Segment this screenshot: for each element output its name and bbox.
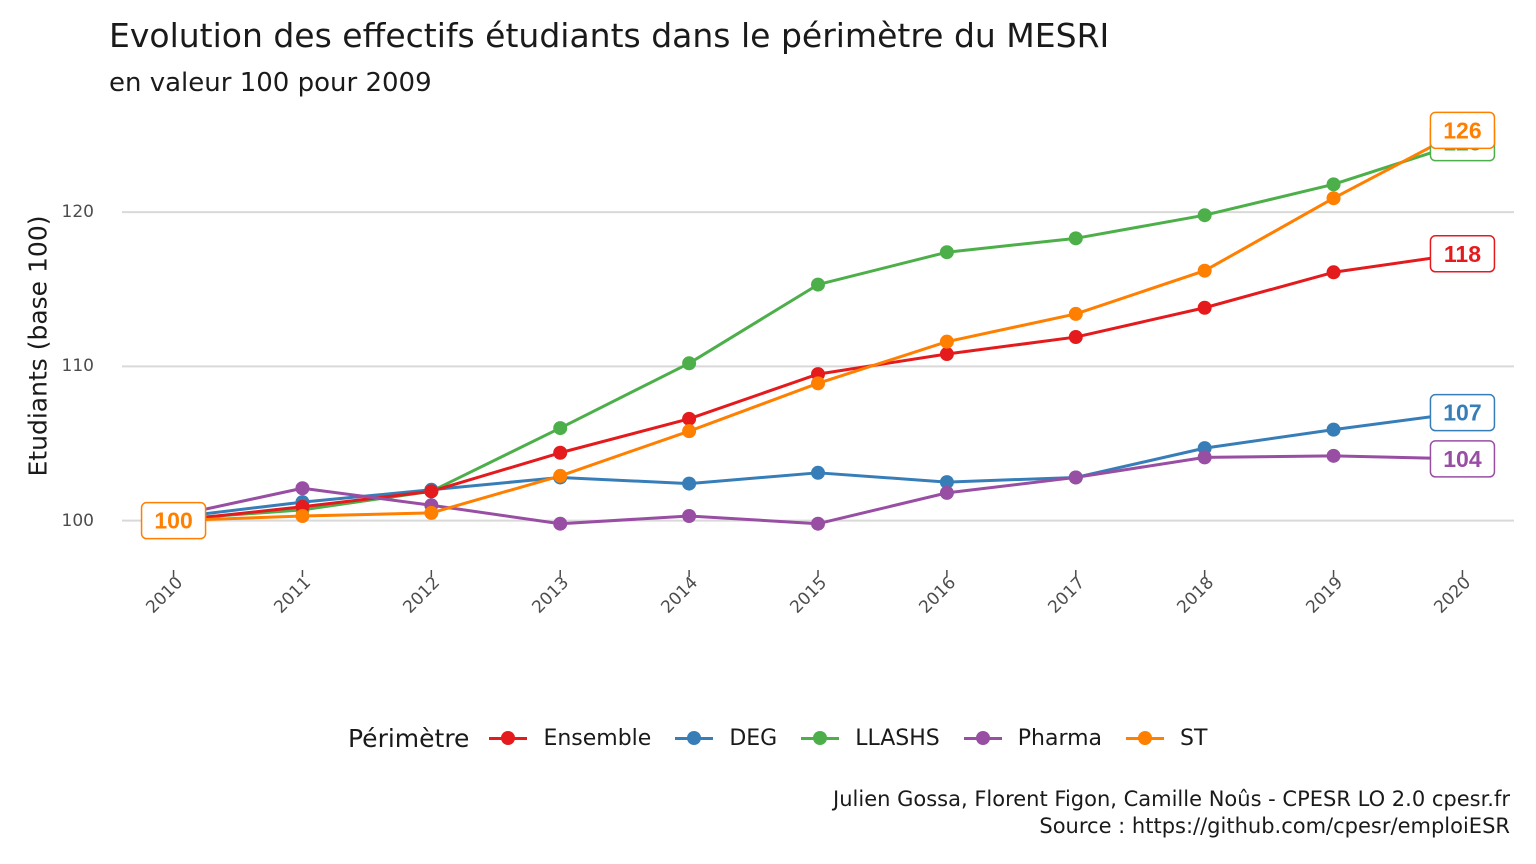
legend-key — [487, 728, 529, 748]
end-label-pharma: 104 — [1429, 440, 1496, 478]
data-point-st — [811, 376, 825, 391]
legend-key — [799, 728, 841, 748]
end-labels: 125118107104126100 — [140, 111, 1496, 540]
data-point-pharma — [1068, 470, 1083, 485]
data-point-st — [1326, 191, 1341, 206]
end-label-ensemble: 118 — [1429, 235, 1496, 273]
end-label-text: 126 — [1443, 117, 1481, 143]
series-line-llashs — [173, 141, 1463, 521]
data-point-pharma — [553, 516, 568, 531]
data-point-llashs — [811, 277, 825, 292]
chart-title: Evolution des effectifs étudiants dans l… — [109, 16, 1110, 55]
end-label-deg: 107 — [1429, 393, 1496, 432]
series-points — [166, 123, 1470, 531]
data-point-st — [553, 468, 568, 483]
legend-item-pharma: Pharma — [962, 726, 1102, 751]
caption: Julien Gossa, Florent Figon, Camille Noû… — [833, 786, 1510, 840]
data-point-llashs — [682, 356, 697, 371]
data-point-pharma — [939, 485, 954, 500]
legend-label: DEG — [729, 725, 778, 751]
data-point-ensemble — [424, 484, 439, 499]
legend-key — [673, 728, 715, 748]
series-lines — [173, 129, 1464, 526]
end-label-text: 118 — [1444, 241, 1481, 267]
data-point-st — [295, 509, 310, 524]
legend-items: Ensemble DEG LLASHS Pharma ST — [487, 726, 1229, 751]
data-point-pharma — [682, 509, 697, 524]
legend-title: Périmètre — [348, 723, 470, 753]
legend-item-deg: DEG — [673, 726, 777, 751]
data-point-pharma — [1326, 448, 1341, 463]
data-point-st — [682, 424, 697, 439]
data-point-llashs — [939, 245, 954, 260]
legend-label: Ensemble — [543, 725, 652, 751]
end-label-box — [1429, 111, 1496, 150]
legend-item-llashs: LLASHS — [799, 726, 940, 751]
end-label-box — [1429, 393, 1496, 432]
data-point-ensemble — [553, 445, 568, 460]
data-point-deg — [939, 475, 954, 490]
end-label-text: 100 — [154, 508, 192, 534]
y-tick-label: 110 — [61, 356, 94, 377]
data-point-llashs — [1068, 231, 1083, 246]
legend-item-st: ST — [1124, 726, 1207, 751]
data-point-deg — [811, 465, 825, 480]
y-tick-label: 120 — [61, 202, 94, 223]
series-line-st — [173, 129, 1464, 523]
y-tick-label: 100 — [61, 510, 94, 531]
legend-label: Pharma — [1017, 725, 1103, 751]
data-point-ensemble — [1068, 330, 1083, 345]
data-point-ensemble — [1197, 300, 1212, 315]
data-point-llashs — [553, 421, 568, 436]
legend: Périmètre Ensemble DEG LLASHS Pharma ST — [348, 718, 1229, 758]
data-point-pharma — [295, 481, 310, 496]
data-point-deg — [1326, 422, 1341, 437]
legend-label: ST — [1180, 725, 1208, 751]
end-label-box — [1429, 440, 1496, 478]
data-point-llashs — [1197, 208, 1212, 223]
chart-subtitle: en valeur 100 pour 2009 — [109, 68, 432, 98]
caption-source: Source : https://github.com/cpesr/emploi… — [1039, 814, 1510, 838]
data-point-st — [939, 334, 954, 349]
data-point-pharma — [811, 516, 825, 531]
data-point-deg — [682, 476, 697, 491]
end-label-box — [1429, 235, 1496, 273]
data-point-ensemble — [1326, 265, 1341, 280]
data-point-ensemble — [682, 411, 697, 426]
end-label-st-start: 100 — [140, 501, 207, 540]
data-point-llashs — [1326, 177, 1341, 192]
legend-label: LLASHS — [855, 725, 940, 751]
data-point-st — [1197, 263, 1212, 278]
end-label-text: 104 — [1443, 446, 1482, 472]
data-point-ensemble — [939, 347, 954, 362]
x-tick-marks — [172, 570, 1464, 577]
end-label-st: 126 — [1429, 111, 1496, 150]
legend-key — [962, 728, 1004, 748]
caption-authors: Julien Gossa, Florent Figon, Camille Noû… — [833, 787, 1510, 811]
data-point-st — [424, 505, 439, 520]
end-label-text: 107 — [1443, 400, 1481, 426]
legend-item-ensemble: Ensemble — [487, 726, 651, 751]
legend-key — [1124, 728, 1166, 748]
data-point-pharma — [1197, 450, 1212, 465]
end-label-box — [140, 501, 207, 540]
data-point-st — [1068, 306, 1083, 321]
